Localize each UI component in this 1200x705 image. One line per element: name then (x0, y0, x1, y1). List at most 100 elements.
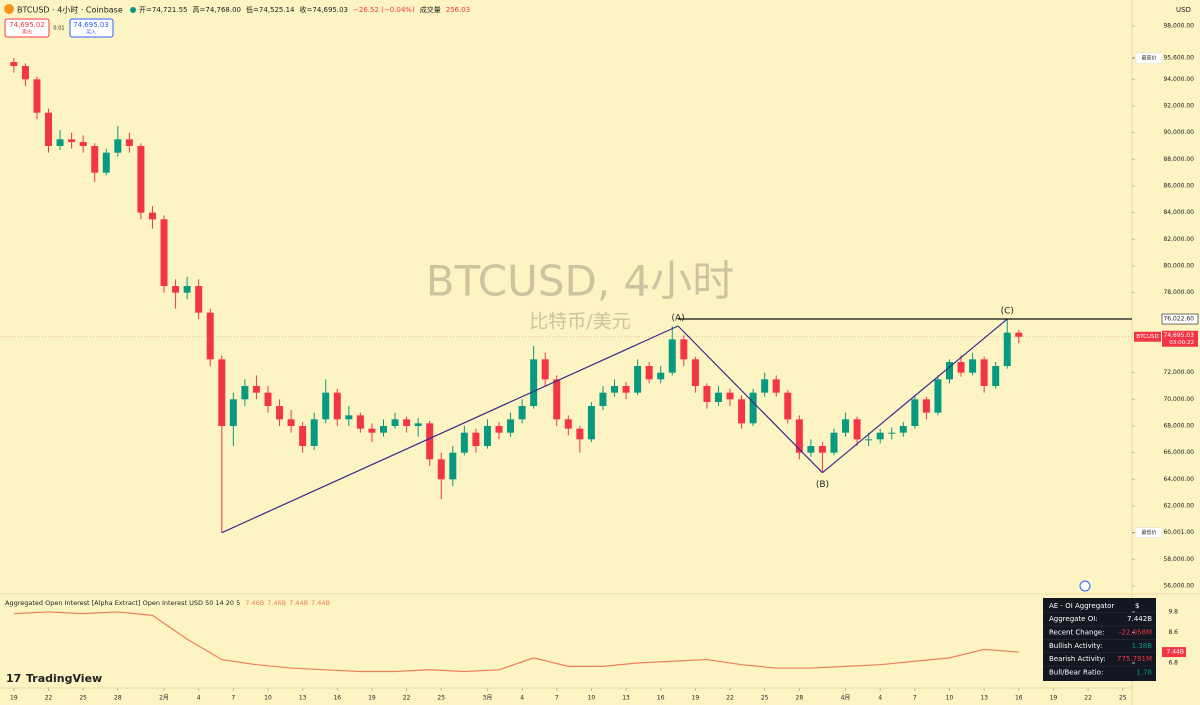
candle-body (703, 386, 711, 402)
sell-button[interactable] (4, 18, 50, 38)
y-tick-label: 88,000.00 (1163, 156, 1194, 163)
candle-body (564, 419, 572, 429)
candle-body (587, 406, 595, 440)
candle-body (79, 142, 87, 146)
y-tick-label: 64,000.00 (1163, 476, 1194, 483)
candle-body (865, 439, 873, 441)
candle-body (195, 286, 203, 313)
candle-body (264, 392, 272, 406)
candle-body (553, 379, 561, 420)
y-tick-label: 98,000.00 (1163, 23, 1194, 30)
candle-body (333, 392, 341, 420)
header-field: 低=74,525.14 (246, 5, 295, 14)
y-tick-label: 92,000.00 (1163, 103, 1194, 110)
sell-price: 74,695.02 (9, 21, 45, 29)
candle-body (807, 446, 815, 453)
price-label-tag: 最低价 (1141, 529, 1156, 536)
indicator-legend-value: 7.44B (311, 599, 330, 607)
candle-body (299, 426, 307, 446)
candle-body (322, 392, 330, 420)
candle-body (437, 459, 445, 480)
candle-body (541, 359, 549, 380)
last-price-label: 74,695.03 (1163, 332, 1194, 339)
y-tick-label: 82,000.00 (1163, 236, 1194, 243)
candle-body (218, 359, 226, 426)
candle-body (830, 432, 838, 453)
candle-body (888, 432, 896, 434)
x-tick-label: 4月 (841, 695, 851, 702)
x-tick-label: 7 (555, 695, 559, 702)
x-tick-label: 13 (299, 695, 307, 702)
indicator-legend-value: 7.46B (245, 599, 264, 607)
indicator-legend-value: 7.44B (289, 599, 308, 607)
event-icon[interactable] (1079, 580, 1091, 592)
candle-body (21, 66, 29, 80)
candle-body (148, 212, 156, 220)
oi-row-value: -22.058M (1119, 628, 1152, 636)
candle-body (241, 386, 249, 400)
indicator-legend-value: 7.46B (267, 599, 286, 607)
indicator-title: Aggregated Open Interest [Alpha Extract]… (5, 599, 240, 607)
oi-row-value: 7.442B (1127, 615, 1152, 623)
candle-body (634, 366, 642, 393)
buy-button[interactable] (69, 18, 114, 38)
wave-line (822, 318, 1008, 474)
header-field: 256.03 (446, 6, 471, 14)
candle-body (576, 428, 584, 440)
oi-row-label: Bull/Bear Ratio: (1049, 669, 1103, 677)
candle-body (56, 139, 64, 146)
indicator-y-tick-label: 6.8 (1168, 659, 1178, 666)
wave-label: (B) (816, 480, 829, 490)
candle-body (611, 386, 619, 393)
x-tick-label: 10 (946, 695, 954, 702)
x-tick-label: 22 (403, 695, 411, 702)
candle-body (969, 359, 977, 373)
candle-body (876, 432, 884, 440)
x-tick-label: 16 (333, 695, 341, 702)
candle-body (183, 286, 191, 293)
candle-body (622, 386, 630, 393)
candle-body (379, 426, 387, 433)
candle-body (657, 372, 665, 380)
candle-body (749, 392, 757, 424)
last-price-countdown: 03:00:22 (1169, 340, 1194, 346)
candle-body (287, 419, 295, 426)
last-price-tag: BTCUSD (1136, 334, 1158, 340)
wave-line (221, 325, 679, 534)
candle-body (391, 419, 399, 426)
candle-body (980, 359, 988, 386)
candle-body (738, 399, 746, 424)
candle-body (252, 386, 260, 393)
oi-table-title: AE - OI Aggregator (1049, 602, 1114, 610)
candle-body (922, 399, 930, 413)
y-tick-label: 90,000.00 (1163, 129, 1194, 136)
candle-body (356, 415, 364, 429)
candle-body (460, 432, 468, 453)
candle-body (114, 139, 122, 153)
watermark-subtitle: 比特币/美元 (529, 311, 630, 333)
price-label-value: 95,600.00 (1163, 55, 1194, 62)
candle-body (449, 452, 457, 480)
indicator-last-label: 7.44B (1167, 649, 1184, 656)
candle-body (45, 112, 53, 146)
candle-body (842, 419, 850, 433)
y-tick-label: 68,000.00 (1163, 423, 1194, 430)
brand: TradingView (26, 672, 102, 685)
price-label-value: 60,001.00 (1163, 529, 1194, 536)
currency: USD (1176, 6, 1191, 14)
candle-body (345, 415, 353, 420)
x-tick-label: 4 (520, 695, 524, 702)
x-tick-label: 3月 (483, 695, 493, 702)
candle-body (507, 419, 515, 433)
header-field: 收=74,695.03 (300, 5, 349, 14)
y-tick-label: 94,000.00 (1163, 76, 1194, 83)
candle-body (784, 392, 792, 420)
x-tick-label: 22 (726, 695, 734, 702)
y-tick-label: 78,000.00 (1163, 289, 1194, 296)
x-tick-label: 13 (622, 695, 630, 702)
candle-body (599, 392, 607, 406)
x-tick-label: 19 (368, 695, 376, 702)
candle-body (680, 339, 688, 360)
